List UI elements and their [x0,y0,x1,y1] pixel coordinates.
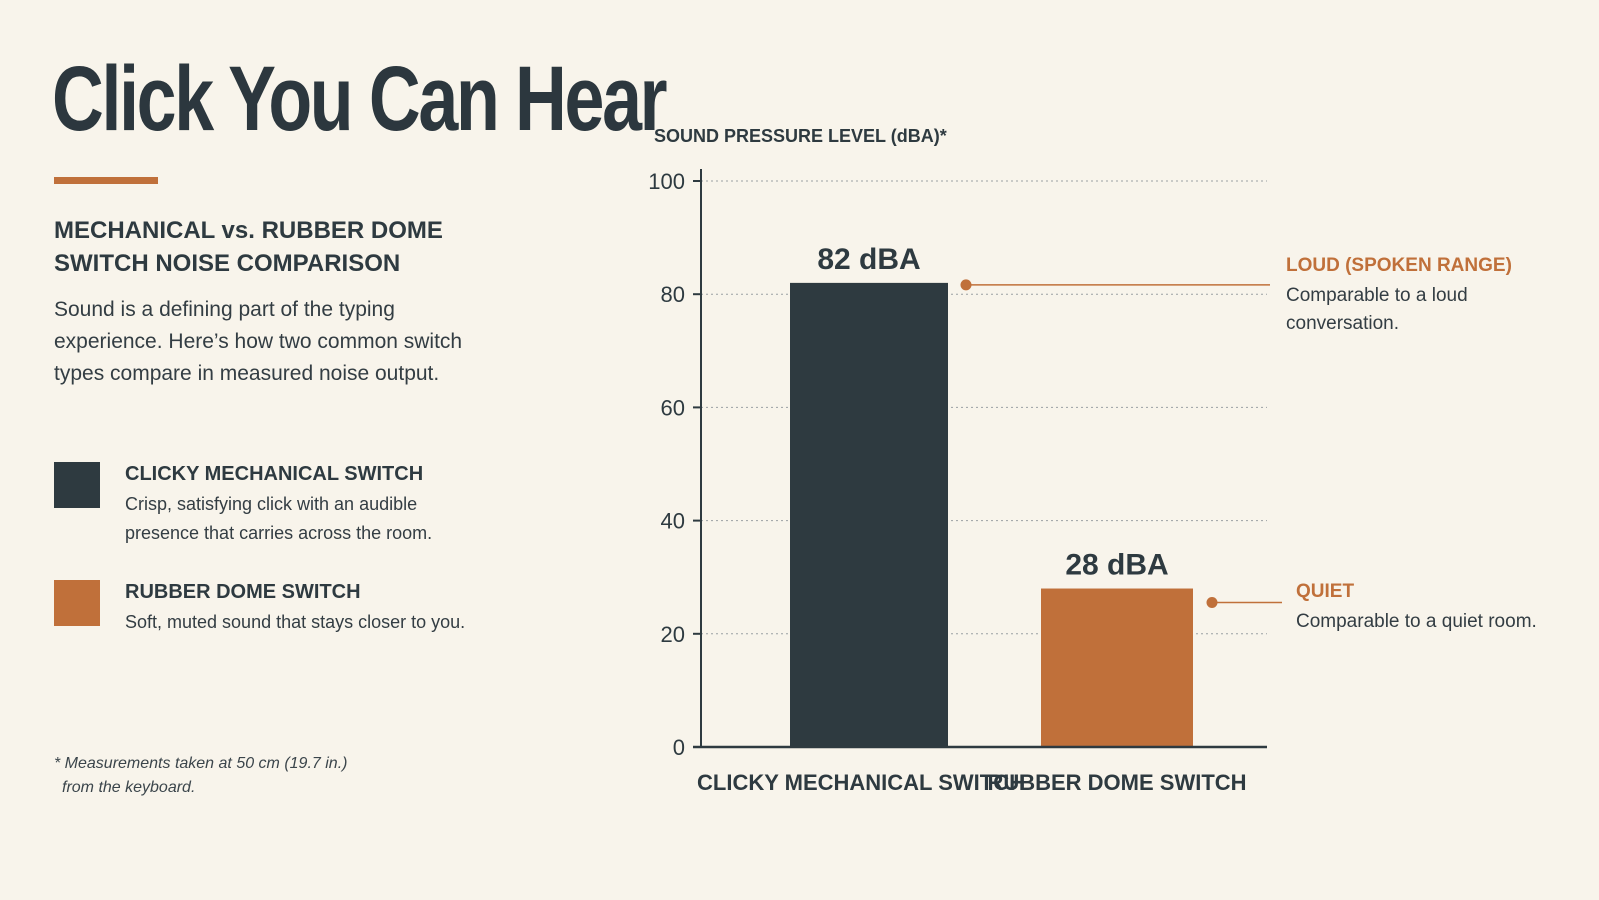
callout-quiet-title: QUIET [1296,581,1355,602]
bar-0 [790,282,948,747]
label-layer: 0 20 40 60 80 100 82 dBA CLICKY MECHANICAL SWIT… [648,169,1246,795]
title-accent-rule [54,177,158,184]
callout-loud-title: LOUD (SPOKEN RANGE) [1286,255,1512,276]
axis-layer [693,169,1267,749]
legend-swatch-rubber-dome [54,580,100,626]
bar-value-label-1: 28 dBA [1065,549,1168,582]
callout-quiet: QUIET Comparable to a quiet room. [1296,580,1556,636]
x-category-label-1: RUBBER DOME SWITCH [987,770,1246,795]
legend-swatch-mechanical [54,462,100,508]
grid-layer [701,180,1267,635]
x-category-label-0: CLICKY MECHANICAL SWITCH [697,770,1025,795]
y-tick-label-80: 80 [661,282,685,307]
legend-name-rubber-dome: RUBBER DOME SWITCH [125,581,361,603]
callout-loud: LOUD (SPOKEN RANGE) Comparable to a loud… [1286,254,1546,338]
subtitle: MECHANICAL vs. RUBBER DOME SWITCH NOISE … [54,217,443,277]
y-tick-label-60: 60 [661,395,685,420]
footnote-line-2: from the keyboard. [62,779,196,796]
y-tick-label-100: 100 [648,169,685,194]
legend-name-mechanical: CLICKY MECHANICAL SWITCH [125,463,424,485]
callout-connector-dot-0 [960,279,972,291]
legend-description-rubber-dome: Soft, muted sound that stays closer to y… [125,612,466,632]
callout-connector-dot-1 [1206,597,1218,609]
callout-loud-description: Comparable to a loud conversation. [1286,285,1468,334]
footnote-line-1: * Measurements taken at 50 cm (19.7 in.) [54,755,348,772]
y-tick-label-40: 40 [661,509,685,534]
callout-quiet-description: Comparable to a quiet room. [1296,611,1537,632]
page-title: Click You Can Hear [52,48,668,150]
y-axis-title: SOUND PRESSURE LEVEL (dBA)* [654,126,947,146]
y-tick-label-0: 0 [673,735,685,760]
bar-value-label-0: 82 dBA [817,243,920,276]
footnote: * Measurements taken at 50 cm (19.7 in.)… [54,752,434,800]
bar-layer [790,282,1193,747]
y-tick-label-20: 20 [661,622,685,647]
connector-layer [960,279,1282,609]
intro-paragraph: Sound is a defining part of the typing e… [54,298,463,385]
legend-description-mechanical: Crisp, satisfying click with an audible … [125,494,433,543]
bar-1 [1041,588,1193,747]
